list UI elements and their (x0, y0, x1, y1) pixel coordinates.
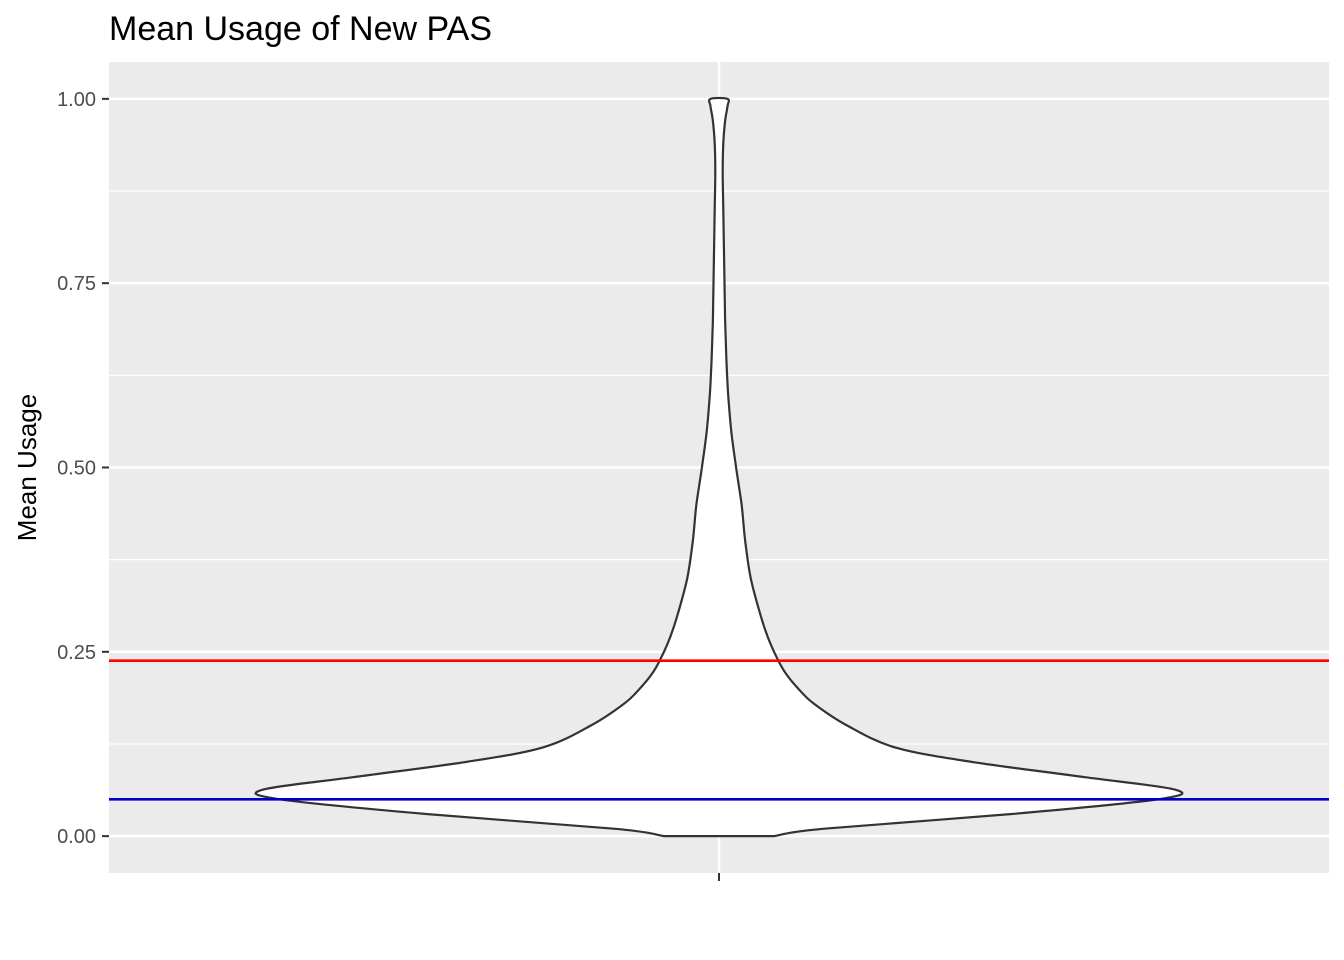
y-axis-label: Mean Usage (12, 394, 42, 541)
y-tick-label: 0.25 (57, 642, 96, 664)
chart-title: Mean Usage of New PAS (109, 10, 492, 48)
reference-lines (109, 659, 1329, 801)
y-tick-label: 0.75 (57, 273, 96, 295)
y-tick-label: 1.00 (57, 89, 96, 111)
y-tick-label: 0.00 (57, 826, 96, 848)
y-tick-label: 0.50 (57, 458, 96, 480)
violin-shape (254, 96, 1184, 838)
y-axis-ticks: 0.00 0.25 0.50 0.75 1.00 (57, 89, 109, 848)
